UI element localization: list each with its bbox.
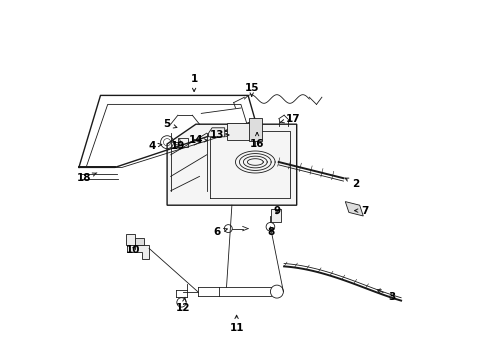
Text: 2: 2 xyxy=(345,178,359,189)
Text: 18: 18 xyxy=(77,173,97,183)
Text: 4: 4 xyxy=(149,141,162,151)
Polygon shape xyxy=(345,202,363,216)
Text: 19: 19 xyxy=(170,141,185,151)
Text: 9: 9 xyxy=(273,206,280,216)
FancyBboxPatch shape xyxy=(248,118,261,141)
Text: 16: 16 xyxy=(249,132,264,149)
FancyBboxPatch shape xyxy=(227,123,252,140)
Polygon shape xyxy=(134,238,143,245)
Text: 1: 1 xyxy=(190,74,197,91)
Polygon shape xyxy=(167,124,296,205)
Text: 11: 11 xyxy=(229,315,244,333)
Text: 8: 8 xyxy=(267,227,275,237)
Text: 15: 15 xyxy=(244,83,259,96)
Text: 17: 17 xyxy=(280,114,300,124)
Text: 10: 10 xyxy=(125,245,140,255)
Text: 12: 12 xyxy=(176,297,190,313)
Text: 5: 5 xyxy=(163,119,177,129)
Text: 13: 13 xyxy=(210,130,228,140)
Text: 7: 7 xyxy=(354,206,368,216)
Text: 3: 3 xyxy=(377,290,395,302)
Polygon shape xyxy=(125,234,134,245)
Text: 6: 6 xyxy=(213,227,227,237)
Text: 14: 14 xyxy=(188,135,207,145)
FancyBboxPatch shape xyxy=(270,209,281,222)
Polygon shape xyxy=(127,245,149,259)
Polygon shape xyxy=(208,128,224,137)
